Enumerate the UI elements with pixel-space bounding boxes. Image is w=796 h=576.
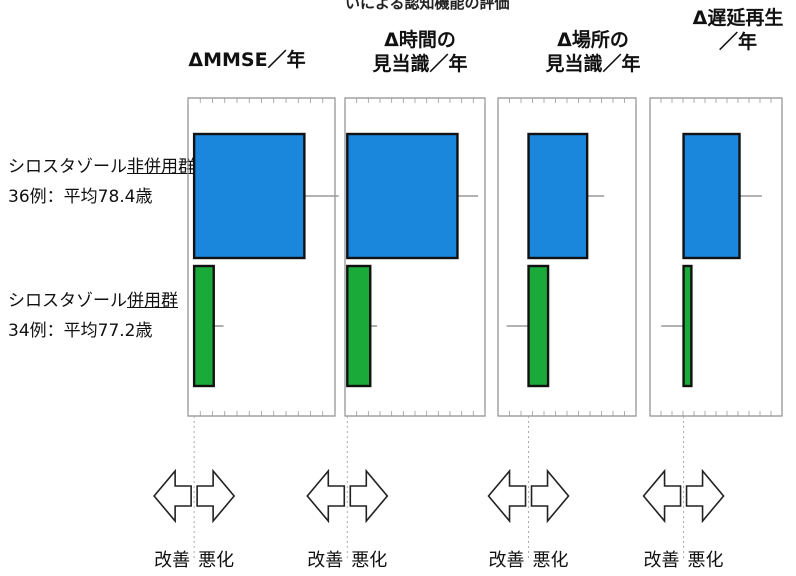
bar-user: [682, 264, 693, 388]
group-name-prefix: シロスタゾール: [8, 157, 127, 177]
group-detail: 36例：平均78.4歳: [8, 187, 153, 207]
arrow-right-icon: [685, 468, 725, 524]
direction-label-improve: 改善: [644, 550, 680, 571]
arrow-left-icon: [306, 468, 346, 524]
panel-title-mmse: ΔMMSE／年: [188, 49, 306, 71]
arrow-left-icon: [153, 468, 192, 524]
arrow-left-icon: [642, 468, 682, 524]
bar-non-user: [682, 132, 741, 260]
group-detail: 34例：平均77.2歳: [8, 321, 153, 341]
bar-non-user: [346, 132, 459, 260]
group-label-non-user: シロスタゾール非併用群 36例：平均78.4歳: [8, 152, 195, 212]
bar-non-user: [527, 132, 589, 260]
group-name-prefix: シロスタゾール: [8, 291, 127, 311]
arrow-right-icon: [196, 468, 236, 524]
direction-label-worsen: 悪化: [351, 550, 387, 571]
direction-label-improve: 改善: [489, 550, 525, 571]
direction-label-improve: 改善: [307, 550, 343, 571]
bar-non-user: [192, 132, 306, 260]
top-caption: いによる認知機能の評価: [345, 0, 510, 12]
panel-title-recall: Δ遅延再生 ／年: [692, 7, 784, 53]
arrow-right-icon: [530, 468, 570, 524]
group-name-emph: 併用群: [127, 291, 178, 311]
direction-label-improve: 改善: [154, 550, 190, 571]
bar-user: [527, 264, 550, 388]
group-label-user: シロスタゾール併用群 34例：平均77.2歳: [8, 286, 178, 346]
panel-title-place: Δ場所の 見当識／年: [545, 29, 641, 75]
group-name-emph: 非併用群: [127, 157, 195, 177]
panel-title-time: Δ時間の 見当識／年: [372, 29, 468, 75]
direction-label-worsen: 悪化: [688, 550, 724, 571]
arrow-left-icon: [487, 468, 527, 524]
direction-label-worsen: 悪化: [198, 550, 234, 571]
arrow-right-icon: [349, 468, 389, 524]
bar-user: [192, 264, 215, 388]
bar-user: [346, 264, 372, 388]
direction-label-worsen: 悪化: [533, 550, 569, 571]
